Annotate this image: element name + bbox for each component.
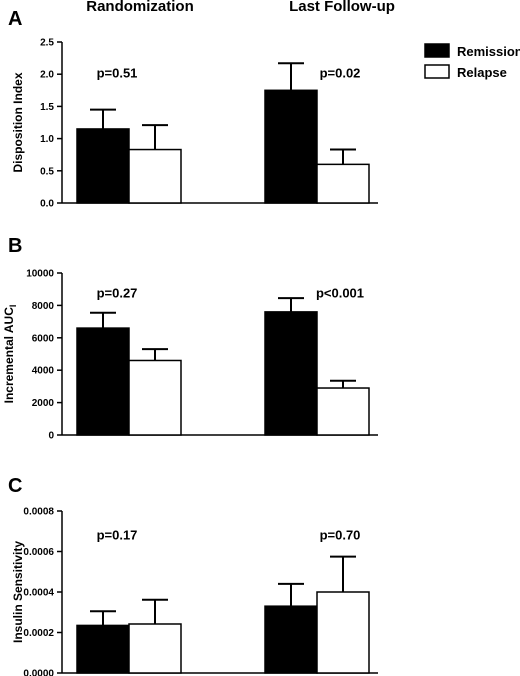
- y-tick-label: 0.0000: [23, 669, 54, 676]
- p-value-annotation: p=0.02: [320, 65, 361, 80]
- y-tick-label: 8000: [32, 301, 55, 312]
- y-tick-label: 0.0002: [23, 628, 54, 639]
- y-tick-label: 2.0: [40, 70, 54, 81]
- bar-relapse-randomization: [128, 148, 182, 204]
- bar-remission-randomization: [76, 128, 130, 204]
- p-value-annotation: p<0.001: [316, 285, 364, 300]
- legend-swatch-relapse: [424, 64, 450, 79]
- y-tick-label: 0.5: [40, 166, 54, 177]
- y-tick-label: 0.0: [40, 199, 54, 210]
- panel-letter-b: B: [8, 235, 22, 257]
- bar-remission-last-follow-up: [264, 311, 318, 436]
- y-axis-label: Incremental AUCI: [2, 305, 18, 404]
- chart-panels: A Disposition Index 0.0 0.5 1.0 1.5 2.0 2.5 p=0.…: [2, 8, 378, 676]
- panel-b: B Incremental AUCI 0 2000 4000 6000 8000 10000 p…: [2, 235, 378, 442]
- legend: Remission Relapse: [424, 43, 520, 80]
- bar-remission-last-follow-up: [264, 605, 318, 674]
- y-axis-label: Disposition Index: [11, 72, 25, 172]
- column-header-last-follow-up: Last Follow-up: [289, 0, 395, 15]
- y-tick-label: 0.0008: [23, 507, 54, 518]
- y-tick-label: 0.0006: [23, 547, 54, 558]
- bar-remission-randomization: [76, 327, 130, 436]
- y-tick-label: 6000: [32, 333, 55, 344]
- legend-swatch-remission: [424, 43, 450, 58]
- y-axis-label: Insulin Sensitivity: [11, 541, 25, 643]
- bar-relapse-last-follow-up: [316, 163, 370, 204]
- y-tick-label: 0: [48, 431, 54, 442]
- p-value-annotation: p=0.27: [97, 285, 138, 300]
- panel-c: C Insulin Sensitivity 0.0000 0.0002 0.0004 0.…: [8, 475, 378, 676]
- p-value-annotation: p=0.17: [97, 527, 138, 542]
- panel-a: A Disposition Index 0.0 0.5 1.0 1.5 2.0 2.5 p=0.…: [8, 8, 378, 210]
- bar-relapse-last-follow-up: [316, 387, 370, 436]
- legend-label-relapse: Relapse: [457, 65, 507, 80]
- p-value-annotation: p=0.70: [320, 527, 361, 542]
- p-value-annotation: p=0.51: [97, 65, 138, 80]
- bar-remission-last-follow-up: [264, 89, 318, 204]
- panel-letter-c: C: [8, 475, 22, 497]
- legend-label-remission: Remission: [457, 44, 520, 59]
- y-tick-label: 2000: [32, 398, 55, 409]
- y-tick-label: 1.5: [40, 102, 54, 113]
- y-tick-label: 10000: [26, 269, 54, 280]
- column-header-randomization: Randomization: [86, 0, 194, 15]
- panel-letter-a: A: [8, 8, 22, 30]
- y-axis-label-subscript: I: [8, 305, 18, 308]
- bar-relapse-last-follow-up: [316, 591, 370, 674]
- y-tick-label: 4000: [32, 366, 55, 377]
- bar-relapse-randomization: [128, 623, 182, 674]
- bar-remission-randomization: [76, 624, 130, 674]
- bar-relapse-randomization: [128, 359, 182, 436]
- y-tick-label: 1.0: [40, 134, 54, 145]
- y-tick-label: 0.0004: [23, 588, 54, 599]
- y-tick-label: 2.5: [40, 38, 54, 49]
